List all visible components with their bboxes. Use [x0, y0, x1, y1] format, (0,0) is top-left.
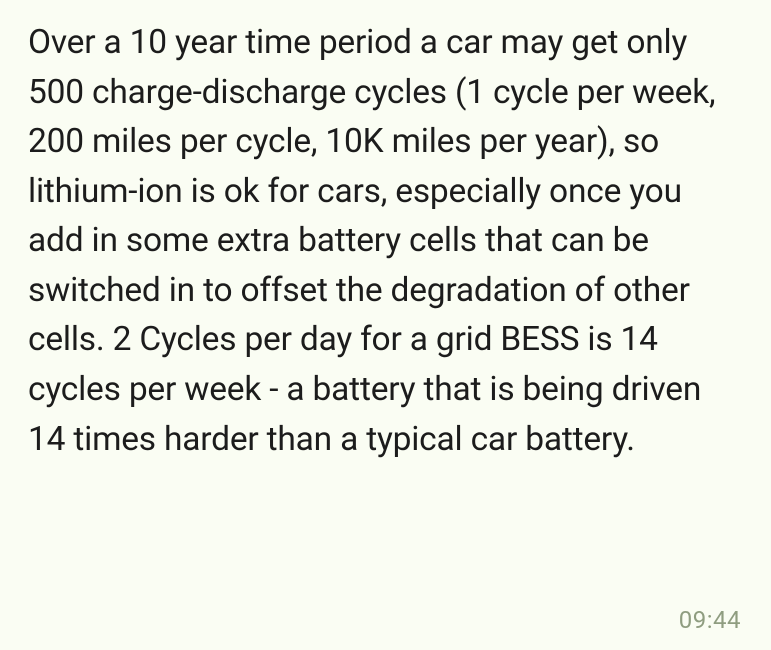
message-text: Over a 10 year time period a car may get…: [28, 18, 743, 464]
message-timestamp: 09:44: [679, 606, 741, 634]
message-bubble[interactable]: Over a 10 year time period a car may get…: [0, 0, 771, 650]
